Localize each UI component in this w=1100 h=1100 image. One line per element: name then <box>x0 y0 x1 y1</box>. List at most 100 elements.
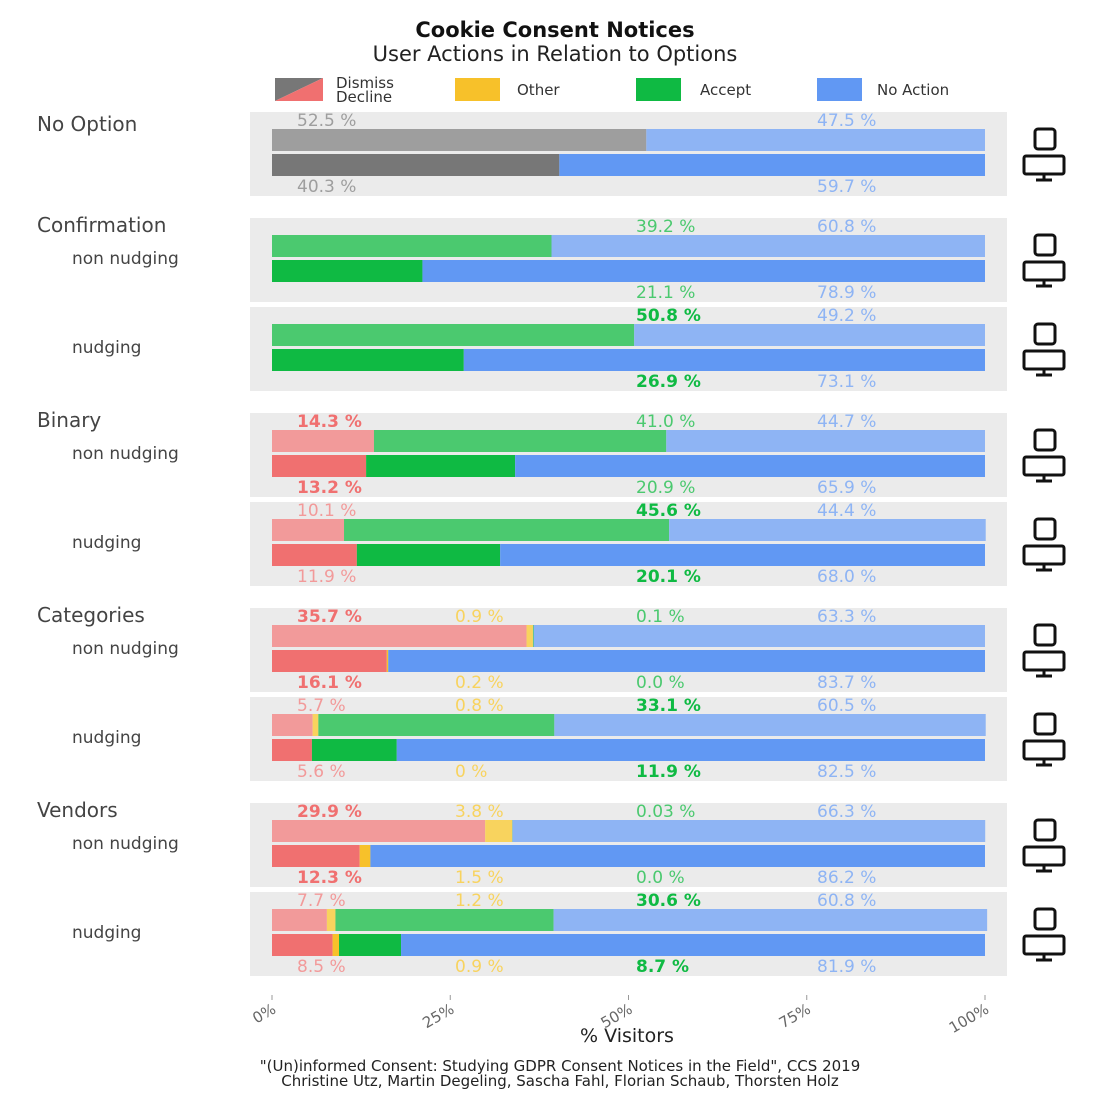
bar-0-0-mobile-no_action-segment <box>646 129 985 151</box>
desktop-icon-screen <box>1022 650 1066 672</box>
bar-4-0-mobile-no_action-value-label: 66.3 % <box>817 802 876 822</box>
panel-label: nudging <box>72 728 141 748</box>
bar-2-0-mobile-no_action-value-label: 44.7 % <box>817 412 876 432</box>
desktop-icon-screen <box>1022 154 1066 176</box>
bar-2-1-desktop-no_action-segment <box>500 544 985 566</box>
group-label: Categories <box>37 603 145 627</box>
chart-subtitle: User Actions in Relation to Options <box>373 42 738 66</box>
bar-2-0-mobile-accept-segment <box>373 430 667 452</box>
bar-1-1-mobile-accept-value-label: 50.8 % <box>636 306 701 326</box>
legend-dismiss-label: Dismiss <box>336 74 394 92</box>
x-tick-label: 25% <box>419 1000 457 1032</box>
bar-2-1-mobile-decline-value-label: 10.1 % <box>297 501 356 521</box>
desktop-icon-screen <box>1022 349 1066 371</box>
desktop-icon <box>1022 544 1066 572</box>
mobile-icon-frame <box>1033 233 1057 257</box>
bar-2-1-desktop-decline-segment <box>272 544 357 566</box>
bar-1-1-desktop-no_action-value-label: 73.1 % <box>817 372 876 392</box>
bar-1-0-mobile-accept-segment <box>272 235 552 257</box>
mobile-icon <box>1033 517 1057 541</box>
bar-3-1-desktop-other-value-label: 0 % <box>455 762 487 782</box>
bar-3-0-desktop-decline-segment <box>272 650 387 672</box>
bar-3-1-mobile-decline-segment <box>272 714 313 736</box>
panel-label: non nudging <box>72 249 179 269</box>
mobile-icon-frame <box>1033 428 1057 452</box>
panel-label: nudging <box>72 533 141 553</box>
bar-2-0-mobile-decline-segment <box>272 430 374 452</box>
bar-3-1-desktop-decline-segment <box>272 739 312 761</box>
bar-2-0-desktop-no_action-value-label: 65.9 % <box>817 478 876 498</box>
mobile-icon <box>1033 818 1057 842</box>
bar-3-1-mobile-decline-value-label: 5.7 % <box>297 696 346 716</box>
bar-0-0-mobile-dismiss-value-label: 52.5 % <box>297 111 356 131</box>
bar-0-0-desktop-no_action-segment <box>559 154 985 176</box>
desktop-icon <box>1022 154 1066 182</box>
mobile-icon <box>1033 322 1057 346</box>
x-tick-label: 75% <box>776 1000 814 1032</box>
caption-authors: Christine Utz, Martin Degeling, Sascha F… <box>281 1072 839 1090</box>
mobile-icon-frame <box>1033 517 1057 541</box>
bar-1-1-desktop-accept-value-label: 26.9 % <box>636 372 701 392</box>
bar-3-1-desktop-decline-value-label: 5.6 % <box>297 762 346 782</box>
bar-3-1-mobile-other-segment <box>312 714 319 736</box>
desktop-icon <box>1022 650 1066 678</box>
bar-1-0-mobile-accept-value-label: 39.2 % <box>636 217 695 237</box>
bar-2-1-mobile-accept-segment <box>344 519 670 541</box>
panel-label: non nudging <box>72 639 179 659</box>
bar-0-0-desktop-dismiss-segment <box>272 154 560 176</box>
bar-4-0-mobile-other-value-label: 3.8 % <box>455 802 504 822</box>
x-axis-label: % Visitors <box>580 1025 674 1047</box>
bar-0-0-mobile-no_action-value-label: 47.5 % <box>817 111 876 131</box>
x-tick-label: 0% <box>249 1000 279 1027</box>
chart-title: Cookie Consent Notices <box>415 18 694 42</box>
bar-3-1-mobile-accept-segment <box>318 714 555 736</box>
bar-3-1-mobile-no_action-segment <box>554 714 986 736</box>
bar-1-1-desktop-accept-segment <box>272 349 464 371</box>
bar-4-0-desktop-other-value-label: 1.5 % <box>455 868 504 888</box>
bar-0-0-mobile-dismiss-segment <box>272 129 647 151</box>
bar-4-0-mobile-no_action-segment <box>512 820 986 842</box>
bar-3-0-mobile-no_action-value-label: 63.3 % <box>817 607 876 627</box>
panel-label: non nudging <box>72 444 179 464</box>
bar-1-1-mobile-accept-segment <box>272 324 635 346</box>
group-label: Vendors <box>37 798 118 822</box>
mobile-icon-frame <box>1033 322 1057 346</box>
desktop-icon <box>1022 349 1066 377</box>
bar-3-1-mobile-no_action-value-label: 60.5 % <box>817 696 876 716</box>
plot-area: No Option 52.5 % 47.5 % 40.3 % 59.7 % Confirm… <box>37 111 1066 977</box>
panel-label: nudging <box>72 338 141 358</box>
desktop-icon-screen <box>1022 455 1066 477</box>
bar-2-0-desktop-decline-segment <box>272 455 367 477</box>
legend-decline-label: Decline <box>336 88 392 106</box>
bar-2-1-desktop-no_action-value-label: 68.0 % <box>817 567 876 587</box>
bar-1-0-desktop-no_action-segment <box>422 260 985 282</box>
bar-3-1-desktop-accept-segment <box>311 739 397 761</box>
bar-0-0-desktop-no_action-value-label: 59.7 % <box>817 177 876 197</box>
bar-1-0-mobile-no_action-segment <box>551 235 985 257</box>
bar-4-1-mobile-no_action-value-label: 60.8 % <box>817 891 876 911</box>
legend-decline-swatch <box>275 78 323 101</box>
bar-4-0-mobile-decline-segment <box>272 820 486 842</box>
bar-2-1-mobile-no_action-segment <box>669 519 986 541</box>
desktop-icon <box>1022 845 1066 873</box>
bar-0-0-desktop-dismiss-value-label: 40.3 % <box>297 177 356 197</box>
bar-2-0-desktop-no_action-segment <box>515 455 985 477</box>
bar-4-1-desktop-other-value-label: 0.9 % <box>455 957 504 977</box>
bar-2-1-mobile-accept-value-label: 45.6 % <box>636 501 701 521</box>
legend-accept-swatch <box>636 78 681 101</box>
bar-4-0-mobile-other-segment <box>485 820 513 842</box>
bar-3-1-mobile-other-value-label: 0.8 % <box>455 696 504 716</box>
bar-1-1-mobile-no_action-value-label: 49.2 % <box>817 306 876 326</box>
mobile-icon <box>1033 907 1057 931</box>
bar-2-1-desktop-accept-value-label: 20.1 % <box>636 567 701 587</box>
group-label: Binary <box>37 408 101 432</box>
bar-4-1-desktop-decline-segment <box>272 934 333 956</box>
bar-4-1-desktop-decline-value-label: 8.5 % <box>297 957 346 977</box>
bar-3-0-desktop-other-segment <box>386 650 389 672</box>
mobile-icon <box>1033 712 1057 736</box>
bar-3-1-desktop-no_action-value-label: 82.5 % <box>817 762 876 782</box>
bar-3-1-desktop-accept-value-label: 11.9 % <box>636 762 701 782</box>
mobile-icon <box>1033 127 1057 151</box>
bar-4-1-mobile-no_action-segment <box>553 909 988 931</box>
bar-1-1-desktop-no_action-segment <box>463 349 985 371</box>
